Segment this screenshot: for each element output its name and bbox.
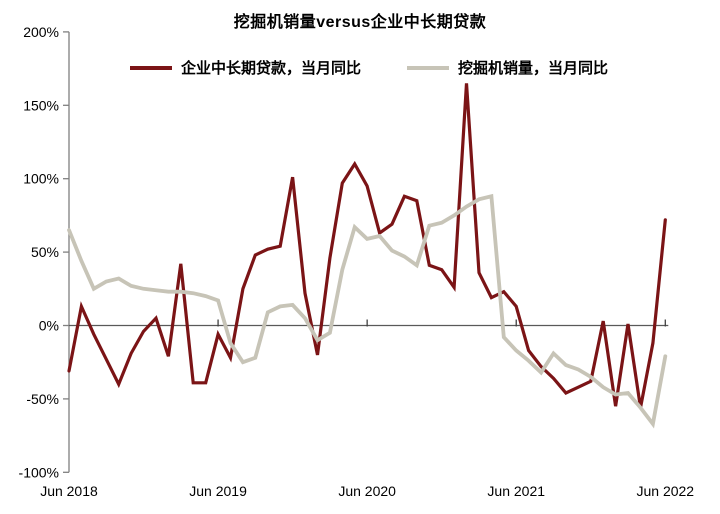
y-axis-tick-label: 150% [23, 97, 59, 113]
excavator-line-swatch [407, 65, 449, 70]
legend-label-excavator: 挖掘机销量，当月同比 [458, 60, 609, 77]
loans-line-swatch [129, 65, 172, 70]
legend-item-excavator: 挖掘机销量，当月同比 [407, 57, 608, 78]
x-axis-tick-label: Jun 2018 [40, 483, 98, 499]
y-axis-tick-label: 200% [23, 24, 59, 40]
legend: 企业中长期贷款，当月同比 挖掘机销量，当月同比 [69, 57, 669, 78]
y-axis-tick-label: -50% [26, 391, 59, 407]
x-axis-tick-label: Jun 2020 [338, 483, 396, 499]
x-axis-tick-label: Jun 2021 [487, 483, 545, 499]
loans-line-series [67, 83, 667, 409]
chart-title: 挖掘机销量versus企业中长期贷款 [233, 14, 487, 31]
excavator-line-series [67, 193, 668, 429]
legend-label-loans: 企业中长期贷款，当月同比 [180, 60, 361, 77]
y-axis-tick-label: 100% [23, 171, 59, 187]
x-axis-tick-label: Jun 2022 [636, 483, 694, 499]
legend-item-loans: 企业中长期贷款，当月同比 [129, 57, 361, 78]
y-axis-tick-label: 0% [39, 318, 59, 334]
x-axis-tick-label: Jun 2019 [189, 483, 247, 499]
y-axis-tick-label: 50% [31, 244, 59, 260]
y-axis-tick-label: -100% [19, 464, 59, 480]
